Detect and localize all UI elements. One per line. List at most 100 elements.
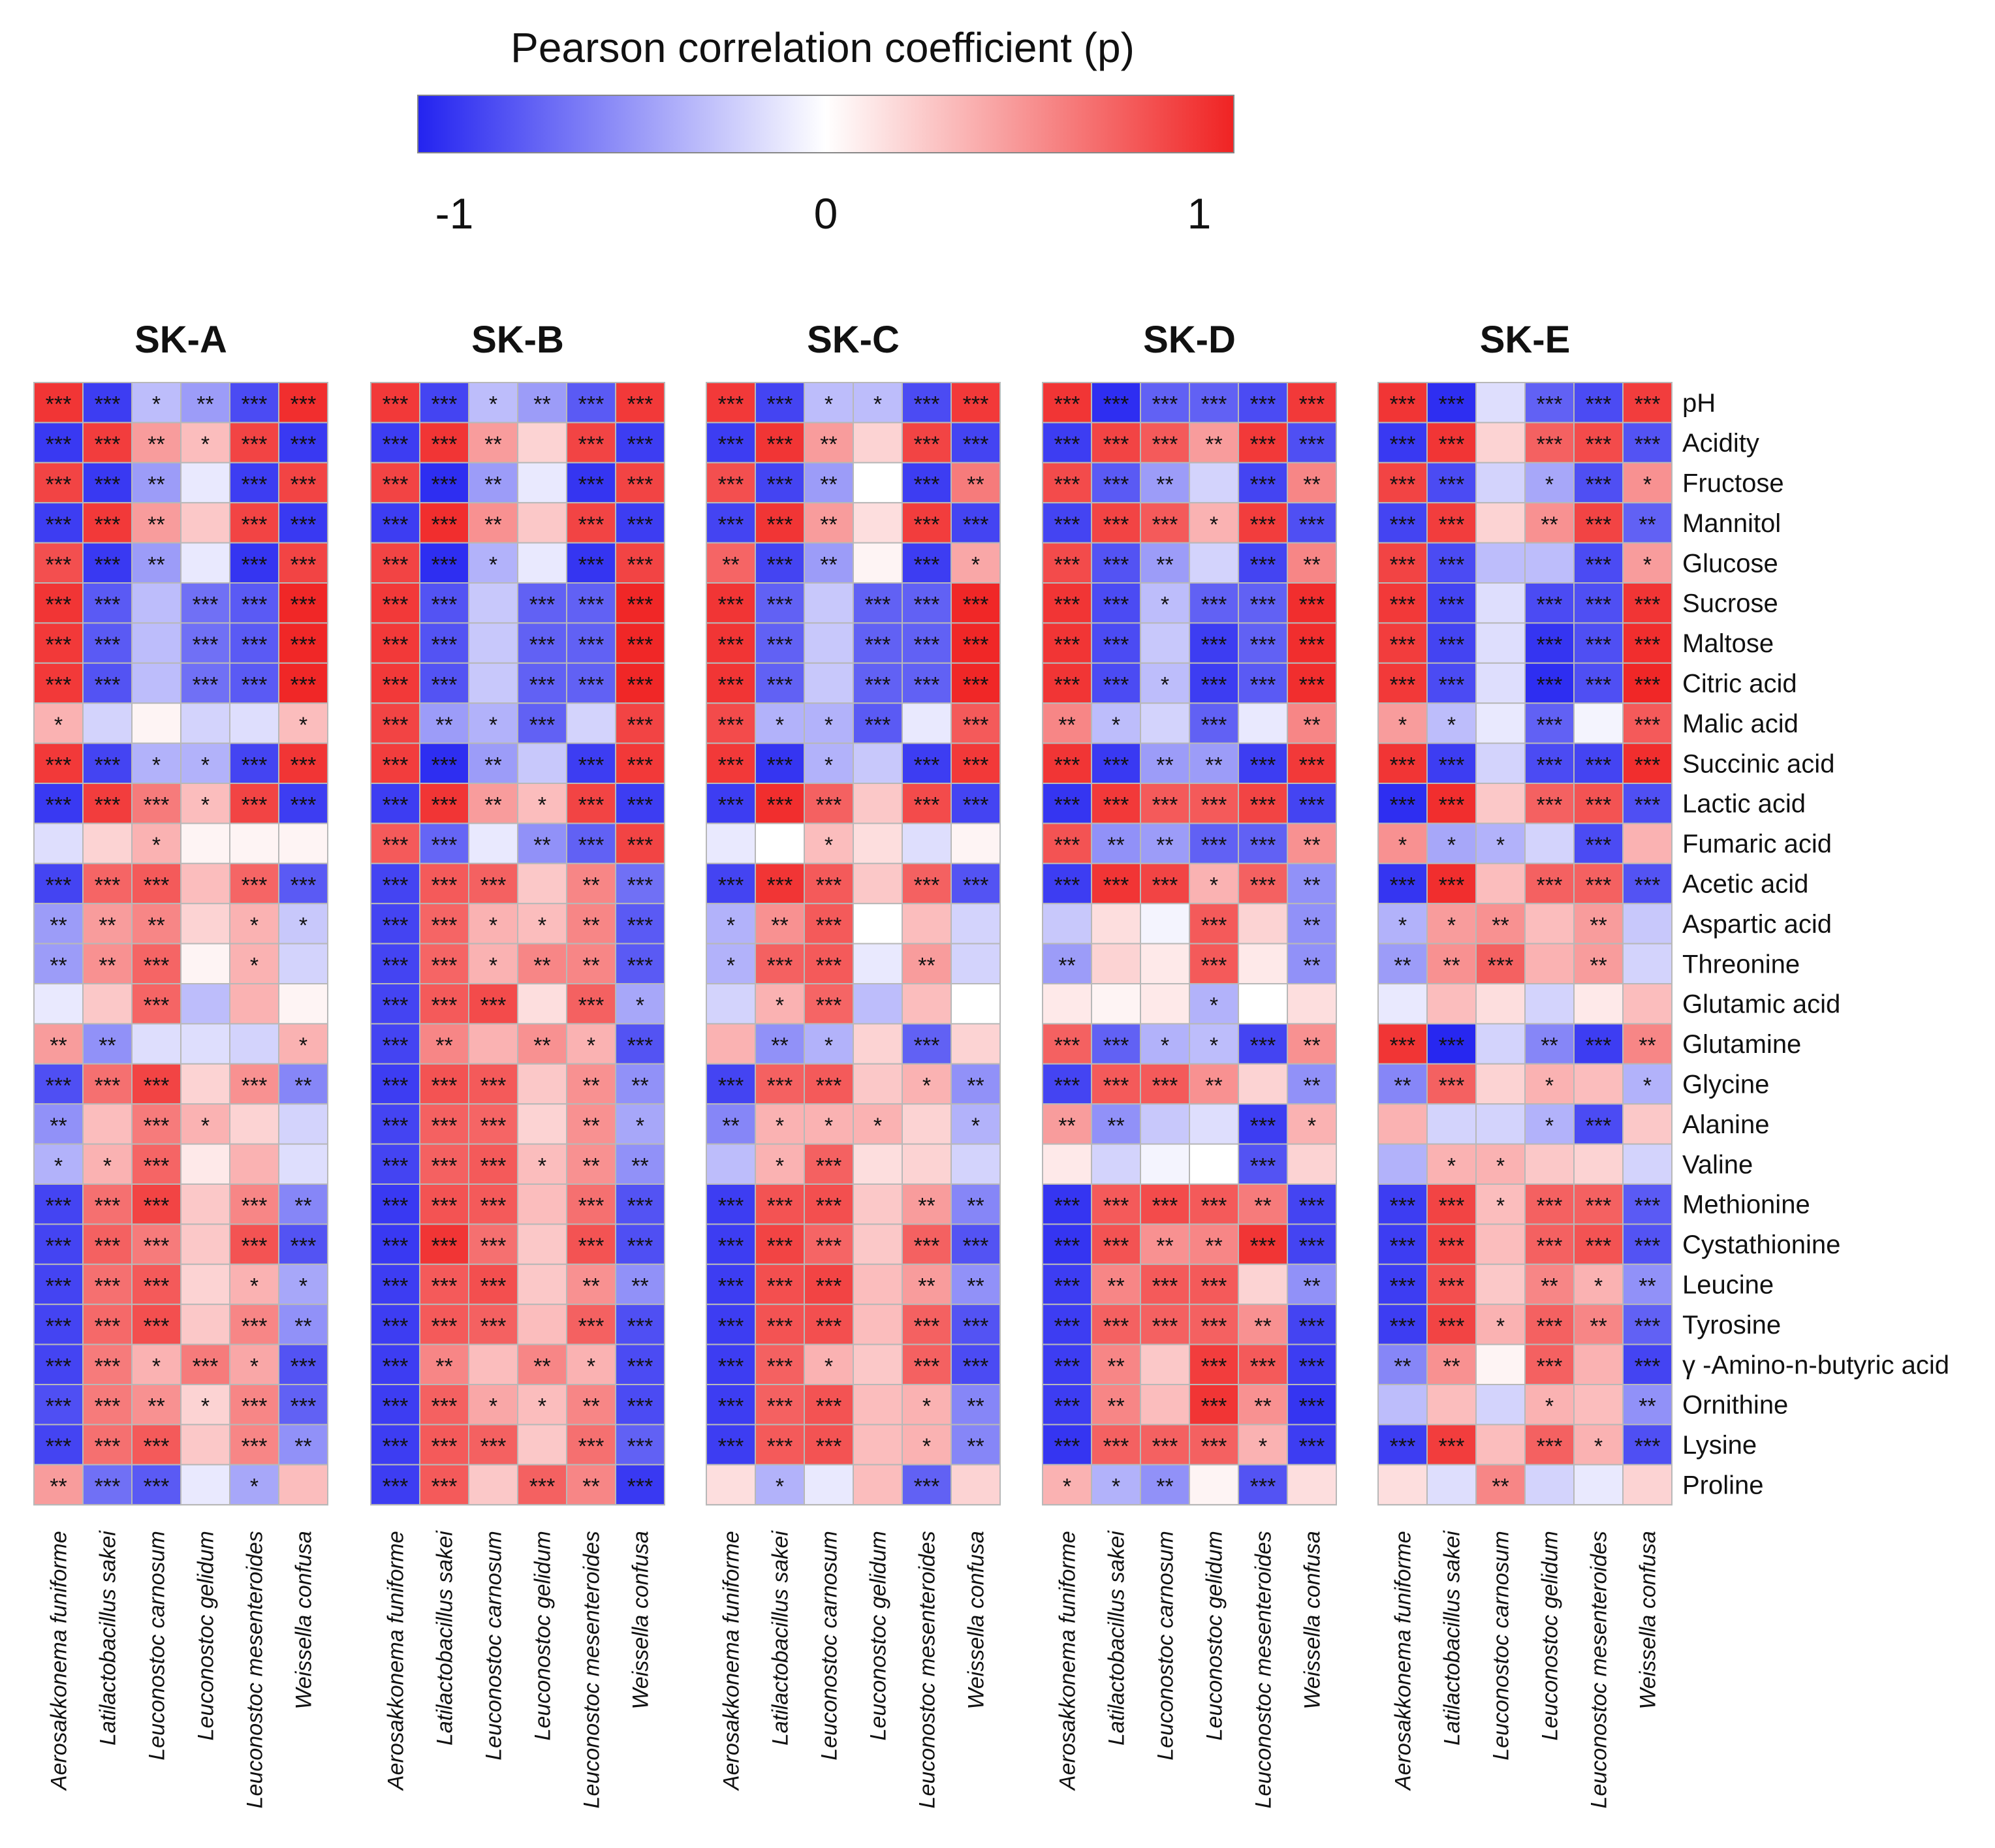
significance-mark: *** <box>1586 673 1612 698</box>
significance-mark: *** <box>432 1274 458 1299</box>
column-label: Weissella confusa <box>629 1531 653 1709</box>
heatmap-cell <box>1377 1183 1428 1225</box>
heatmap-cell <box>229 1023 279 1065</box>
significance-mark: *** <box>767 1314 793 1339</box>
heatmap-cell <box>853 1424 903 1465</box>
heatmap-cell <box>902 1103 952 1145</box>
column-label: Weissella confusa <box>292 1531 317 1709</box>
panel-title: SK-C <box>807 319 900 361</box>
heatmap-cell <box>229 983 279 1025</box>
significance-mark: *** <box>1439 1194 1465 1219</box>
heatmap-cell <box>1475 382 1526 424</box>
significance-mark: *** <box>242 1434 268 1459</box>
significance-mark: *** <box>46 1194 72 1219</box>
heatmap-cell <box>755 1384 805 1426</box>
heatmap-cell <box>517 742 567 784</box>
significance-mark: *** <box>1201 1194 1227 1219</box>
heatmap-cell <box>706 622 756 664</box>
heatmap-cell <box>180 943 230 984</box>
significance-mark: ** <box>1443 953 1460 978</box>
heatmap-cell <box>615 943 665 984</box>
significance-mark: *** <box>1103 392 1129 417</box>
heatmap-cell <box>1042 1263 1092 1306</box>
significance-mark: *** <box>767 633 793 657</box>
significance-mark: *** <box>46 1354 72 1379</box>
significance-mark: * <box>825 1033 833 1058</box>
heatmap-cell <box>82 1183 133 1225</box>
heatmap-cell <box>853 943 903 984</box>
significance-mark: *** <box>95 1475 121 1499</box>
significance-mark: ** <box>1541 1033 1558 1058</box>
significance-mark: *** <box>1250 1475 1276 1499</box>
heatmap-cell <box>1622 1023 1673 1065</box>
heatmap-cell <box>566 1464 616 1506</box>
significance-mark: ** <box>1205 1074 1222 1099</box>
significance-mark: *** <box>1390 473 1416 497</box>
column-label: Leuconostoc gelidum <box>866 1531 891 1740</box>
significance-mark: *** <box>529 713 556 738</box>
significance-mark: *** <box>432 1153 458 1178</box>
heatmap-cell <box>1238 1263 1288 1306</box>
significance-mark: *** <box>1390 753 1416 777</box>
heatmap-cell <box>180 1223 230 1265</box>
heatmap-cell <box>1238 822 1288 864</box>
significance-mark: *** <box>718 793 744 818</box>
heatmap-cell <box>1524 422 1575 463</box>
significance-mark: * <box>825 833 833 858</box>
heatmap-cell <box>229 622 279 664</box>
significance-mark: *** <box>1586 1114 1612 1138</box>
heatmap-cell <box>1426 1143 1477 1185</box>
heatmap-cell <box>1475 542 1526 584</box>
heatmap-cell <box>950 582 1001 624</box>
heatmap-cell <box>131 1304 181 1345</box>
heatmap-cell <box>566 422 616 463</box>
row-label: Glutamic acid <box>1682 990 1840 1019</box>
heatmap-cell <box>755 1424 805 1465</box>
significance-mark: *** <box>578 552 605 577</box>
panel-border <box>33 382 328 1506</box>
heatmap-cell <box>82 1304 133 1345</box>
significance-mark: *** <box>627 753 653 777</box>
heatmap-cell <box>131 1103 181 1145</box>
significance-mark: *** <box>1390 633 1416 657</box>
significance-mark: ** <box>50 953 67 978</box>
significance-mark: *** <box>1586 1194 1612 1219</box>
heatmap-cell <box>33 542 84 584</box>
heatmap-cell <box>1622 1143 1673 1185</box>
row-label: Acidity <box>1682 429 1759 458</box>
heatmap-cell <box>1475 1103 1526 1145</box>
heatmap-cell <box>1475 662 1526 704</box>
significance-mark: ** <box>1303 473 1320 497</box>
significance-mark: *** <box>578 1234 605 1259</box>
heatmap-cell <box>615 622 665 664</box>
significance-mark: ** <box>1639 1394 1656 1419</box>
significance-mark: * <box>727 913 735 938</box>
heatmap-cell <box>804 1304 854 1345</box>
significance-mark: ** <box>1303 833 1320 858</box>
significance-mark: * <box>1594 1434 1603 1459</box>
significance-mark: *** <box>144 1234 170 1259</box>
significance-mark: *** <box>718 473 744 497</box>
significance-mark: ** <box>1639 512 1656 537</box>
significance-mark: ** <box>1541 512 1558 537</box>
heatmap-cell <box>1287 822 1337 864</box>
significance-mark: *** <box>627 1314 653 1339</box>
heatmap-cell <box>1189 542 1239 584</box>
significance-mark: *** <box>95 793 121 818</box>
significance-mark: *** <box>1103 512 1129 537</box>
heatmap-cell <box>1091 502 1141 544</box>
heatmap-cell <box>706 502 756 544</box>
significance-mark: * <box>201 753 210 777</box>
heatmap-cell <box>902 622 952 664</box>
heatmap-cell <box>1189 1023 1239 1065</box>
significance-mark: *** <box>767 392 793 417</box>
significance-mark: *** <box>432 873 458 898</box>
significance-mark: ** <box>1394 1354 1411 1379</box>
significance-mark: *** <box>46 1434 72 1459</box>
heatmap-cell <box>1140 462 1190 504</box>
heatmap-cell <box>1475 502 1526 544</box>
significance-mark: *** <box>1299 593 1325 618</box>
significance-mark: *** <box>1586 392 1612 417</box>
heatmap-cell <box>131 582 181 624</box>
significance-mark: ** <box>582 1274 599 1299</box>
